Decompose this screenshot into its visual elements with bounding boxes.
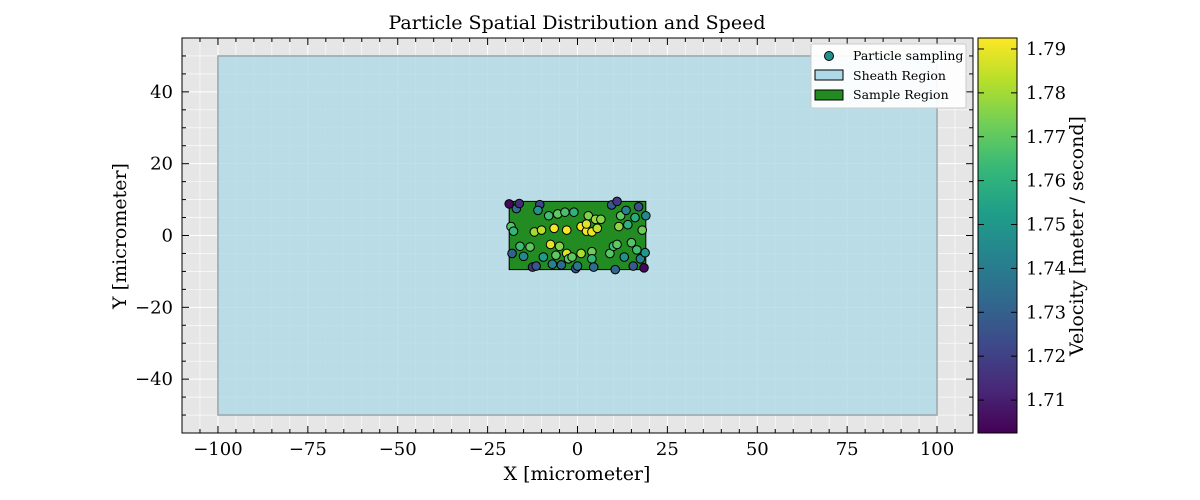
x-tick-label: −100 [193,439,242,460]
legend-box [810,43,967,109]
scatter-points [504,196,651,275]
scatter-point [612,239,622,250]
y-tick-label: −40 [135,369,173,390]
scatter-point [619,252,630,262]
colorbar-tick-label: 1.78 [1026,83,1066,104]
legend-label-sheath: Sheath Region [853,68,946,83]
chart-title: Particle Spatial Distribution and Speed [389,12,766,34]
scatter-point [641,210,651,221]
scatter-point [536,225,547,235]
legend-marker-particle [824,51,834,61]
legend-patch-sample [814,89,844,101]
scatter-point [633,201,644,212]
scatter-point [588,262,599,272]
colorbar-gradient [977,37,1018,434]
scatter-point [507,248,517,259]
legend: Particle sampling Sheath Region Sample R… [810,43,967,109]
scatter-point [556,260,567,270]
x-tick-label: −25 [469,439,507,460]
x-tick-label: 25 [656,439,679,460]
colorbar-tick-label: 1.76 [1026,171,1066,192]
colorbar-tick-label: 1.73 [1026,302,1066,323]
scatter-point [610,264,621,275]
scatter-point [592,223,603,234]
x-tick-label: 100 [920,439,954,460]
scatter-point [525,242,535,252]
x-tick-label: −75 [289,439,327,460]
colorbar-tick-label: 1.77 [1026,127,1066,148]
y-axis-label: Y [micrometer] [109,163,131,310]
scatter-point [508,226,519,236]
scatter-point [538,252,549,262]
scatter-point [632,245,642,255]
scatter-point [515,241,525,252]
scatter-point [576,248,586,259]
x-tick-label: −50 [379,439,417,460]
scatter-point [623,219,633,230]
colorbar-label: Velocity [meter / second] [1066,116,1088,357]
y-tick-label: −20 [135,297,173,318]
x-tick-label: 75 [836,439,859,460]
scatter-point [533,205,543,216]
scatter-point [639,263,649,273]
scatter-point [504,199,514,209]
axis-ticks: −100 −75 −50 −25 0 25 50 75 100 −40 −20 0 20 40 [135,37,974,460]
scatter-point [630,212,640,223]
scatter-point [551,250,561,261]
y-tick-label: 40 [150,82,173,103]
colorbar-tick-label: 1.72 [1026,346,1066,367]
scatter-point [612,196,622,207]
legend-label-particle: Particle sampling [853,48,963,63]
colorbar-tick-label: 1.74 [1026,258,1066,279]
scatter-point [554,241,565,252]
scatter-point [621,205,631,216]
scatter-point [560,207,570,217]
scatter-point [637,225,648,235]
y-tick-label: 0 [162,226,173,247]
scatter-point [531,261,541,271]
legend-patch-sheath [814,69,844,81]
scatter-point [545,239,556,250]
x-axis-label: X [micrometer] [504,463,651,485]
y-tick-label: 20 [150,154,173,175]
scatter-point [569,207,579,217]
scatter-point [628,261,639,271]
colorbar: 1.71 1.72 1.73 1.74 1.75 1.76 1.77 1.78 1.79 Vel… [977,37,1088,434]
scatter-point [518,251,529,262]
legend-label-sample: Sample Region [853,87,949,102]
colorbar-ticks: 1.71 1.72 1.73 1.74 1.75 1.76 1.77 1.78 1.79 [978,39,1066,411]
scatter-point [587,254,597,264]
scatter-point [549,223,559,234]
scatter-point [626,237,637,248]
x-tick-label: 0 [572,439,583,460]
scatter-point [572,261,583,271]
scatter-point [567,252,577,262]
colorbar-tick-label: 1.79 [1026,39,1066,60]
scatter-point [547,259,558,270]
scatter-point [640,247,650,258]
x-tick-label: 50 [746,439,769,460]
colorbar-tick-label: 1.71 [1026,390,1066,411]
scatter-point [561,225,572,235]
scatter-point [596,214,606,225]
scatter-point [514,198,525,209]
scatter-point [614,221,624,232]
scatter-point [581,219,592,229]
scatter-point [543,210,554,221]
colorbar-tick-label: 1.75 [1026,215,1066,236]
